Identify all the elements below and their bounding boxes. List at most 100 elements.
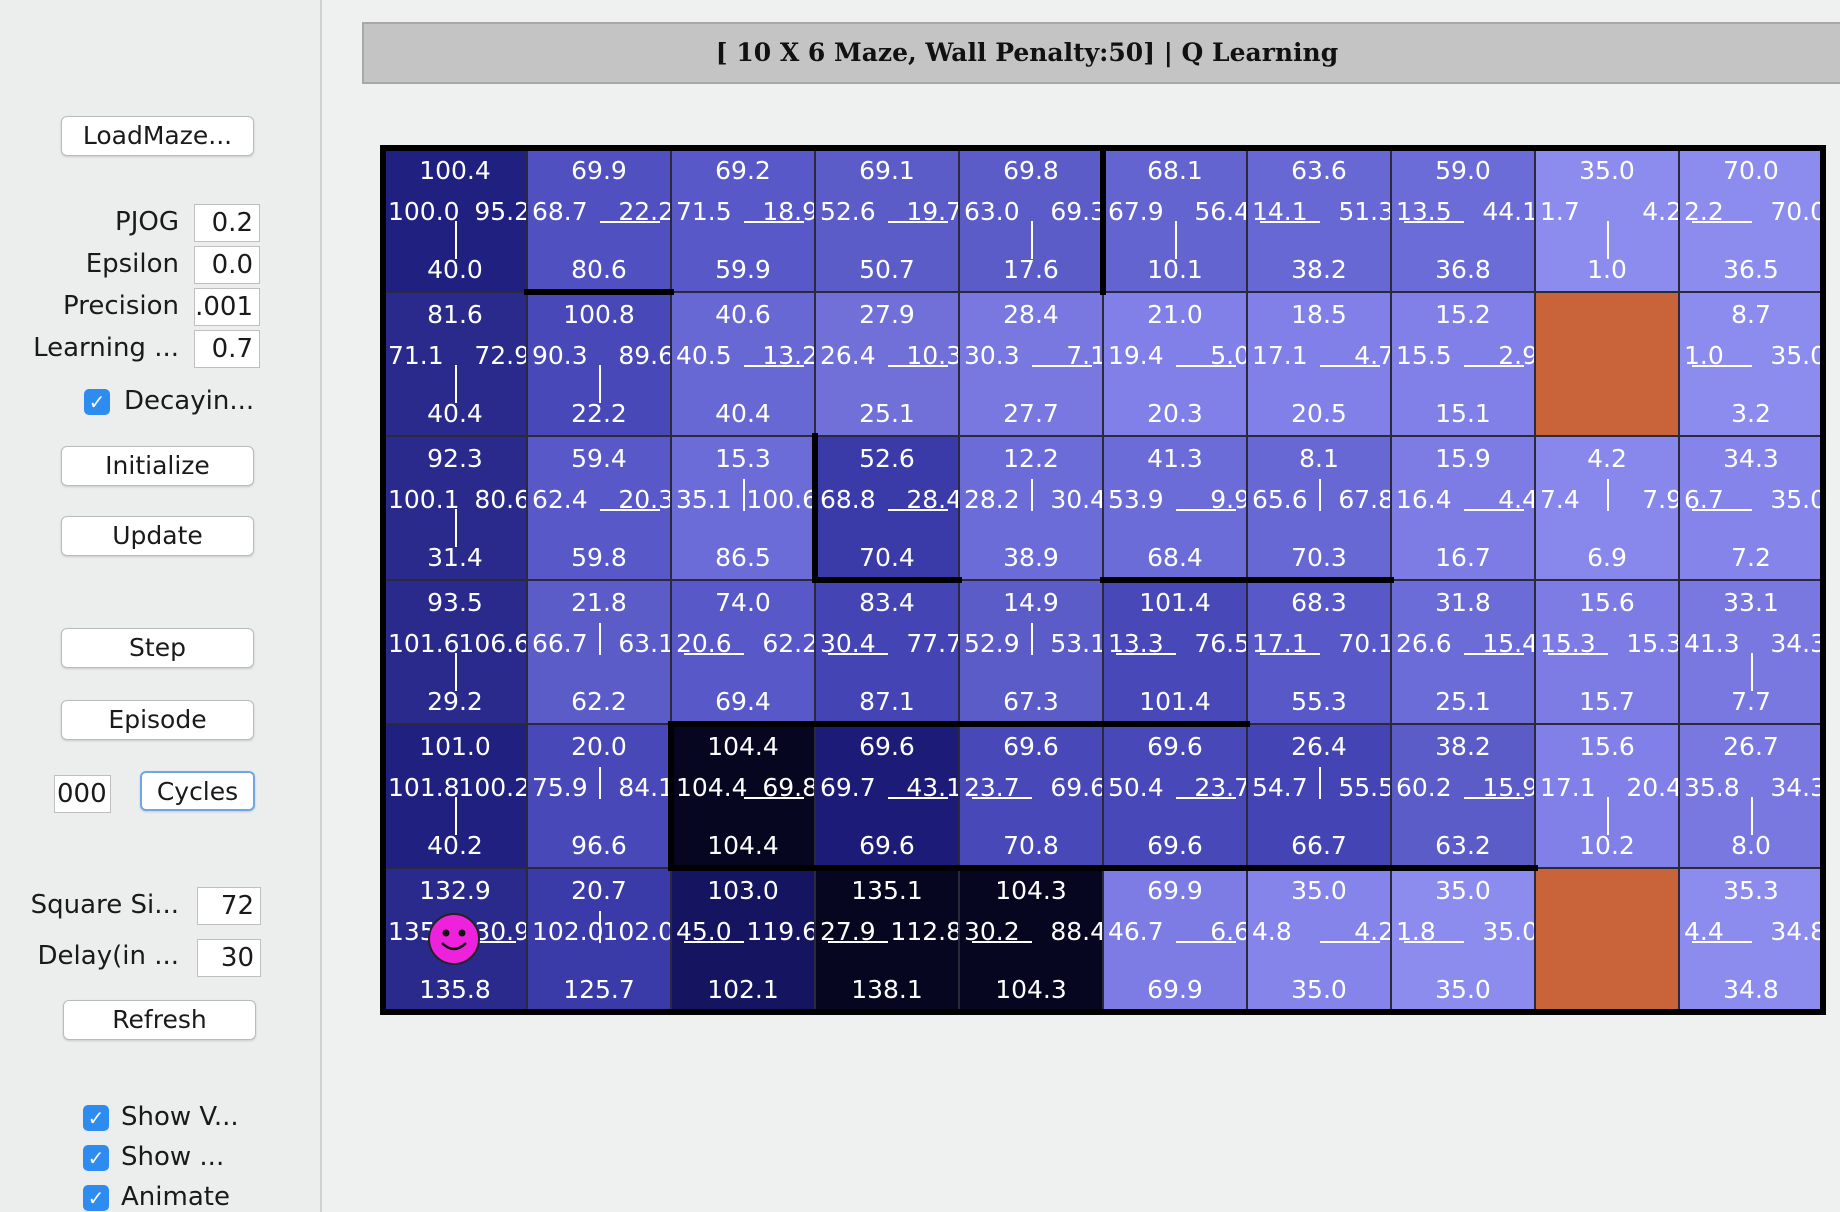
q-value-up: 26.7 [1723, 732, 1779, 761]
maze-cell[interactable]: 70.0 36.5 2.2 70.0 [1679, 148, 1823, 292]
maze-cell[interactable]: 15.3 86.5 35.1 100.6 [671, 436, 815, 580]
q-value-left: 13.5 [1396, 197, 1452, 226]
maze-cell[interactable]: 31.8 25.1 26.6 15.4 [1391, 580, 1535, 724]
maze-cell[interactable]: 69.8 17.6 63.0 69.3 [959, 148, 1103, 292]
maze-cell[interactable]: 41.3 68.4 53.9 9.9 [1103, 436, 1247, 580]
maze-cell[interactable]: 20.0 96.6 75.9 84.1 [527, 724, 671, 868]
q-value-down: 67.3 [1003, 687, 1059, 716]
maze-cell[interactable]: 68.1 10.1 67.9 56.4 [1103, 148, 1247, 292]
maze-cell[interactable]: 69.6 69.6 69.7 43.1 [815, 724, 959, 868]
maze-cell[interactable]: 52.6 70.4 68.8 28.4 [815, 436, 959, 580]
maze-cell[interactable]: 18.5 20.5 17.1 4.7 [1247, 292, 1391, 436]
maze-cell[interactable]: 69.9 80.6 68.7 22.2 [527, 148, 671, 292]
maze-cell[interactable]: 26.7 8.0 35.8 34.3 [1679, 724, 1823, 868]
cycles-count-field[interactable]: 000 [54, 775, 111, 813]
decaying-checkbox[interactable]: ✓ [84, 389, 110, 415]
maze-cell[interactable]: 100.4 40.0 100.0 95.2 [383, 148, 527, 292]
q-value-right: 35.0 [1770, 485, 1823, 514]
refresh-button[interactable]: Refresh [63, 1000, 256, 1040]
delay-field[interactable]: 30 [197, 939, 261, 977]
maze-wall [1100, 577, 1394, 583]
maze-cell[interactable]: 34.3 7.2 6.7 35.0 [1679, 436, 1823, 580]
maze-cell[interactable]: 83.4 87.1 30.4 77.7 [815, 580, 959, 724]
q-value-left: 54.7 [1252, 773, 1308, 802]
maze-cell[interactable]: 8.7 3.2 1.0 35.0 [1679, 292, 1823, 436]
maze-cell[interactable]: 59.4 59.8 62.4 20.3 [527, 436, 671, 580]
show-values-checkbox[interactable]: ✓ [83, 1105, 109, 1131]
q-value-right: 15.4 [1482, 629, 1535, 658]
q-value-right: 4.4 [1498, 485, 1535, 514]
q-value-down: 35.0 [1291, 975, 1347, 1004]
episode-button[interactable]: Episode [61, 700, 254, 740]
q-value-left: 46.7 [1108, 917, 1164, 946]
maze-cell[interactable]: 40.6 40.4 40.5 13.2 [671, 292, 815, 436]
update-button[interactable]: Update [61, 516, 254, 556]
maze-cell[interactable]: 15.6 15.7 15.3 15.3 [1535, 580, 1679, 724]
square-size-label: Square Si... [30, 890, 179, 920]
q-value-up: 8.1 [1299, 444, 1339, 473]
load-maze-button[interactable]: LoadMaze... [61, 116, 254, 156]
maze-cell[interactable]: 69.1 50.7 52.6 19.7 [815, 148, 959, 292]
maze-cell[interactable]: 101.0 40.2 101.8 100.2 [383, 724, 527, 868]
maze-cell[interactable]: 38.2 63.2 60.2 15.9 [1391, 724, 1535, 868]
maze-cell[interactable]: 59.0 36.8 13.5 44.1 [1391, 148, 1535, 292]
maze-cell[interactable]: 104.4 104.4 104.4 69.8 [671, 724, 815, 868]
q-value-down: 125.7 [563, 975, 635, 1004]
maze-cell[interactable]: 35.3 34.8 4.4 34.8 [1679, 868, 1823, 1012]
maze-cell[interactable]: 81.6 40.4 71.1 72.9 [383, 292, 527, 436]
maze-cell[interactable]: 101.4 101.4 13.3 76.5 [1103, 580, 1247, 724]
maze-cell[interactable]: 100.8 22.2 90.3 89.6 [527, 292, 671, 436]
q-value-up: 104.4 [707, 732, 779, 761]
maze-cell[interactable]: 4.2 6.9 7.4 7.9 [1535, 436, 1679, 580]
maze-cell[interactable]: 8.1 70.3 65.6 67.8 [1247, 436, 1391, 580]
learning-rate-field[interactable]: 0.7 [194, 330, 260, 368]
maze-cell[interactable]: 20.7 125.7 102.0 102.0 [527, 868, 671, 1012]
maze-cell[interactable]: 12.2 38.9 28.2 30.4 [959, 436, 1103, 580]
maze-cell[interactable]: 15.2 15.1 15.5 2.9 [1391, 292, 1535, 436]
maze-cell[interactable]: 35.0 35.0 1.8 35.0 [1391, 868, 1535, 1012]
precision-field[interactable]: .001 [194, 288, 260, 326]
maze-cell[interactable]: 69.9 69.9 46.7 6.6 [1103, 868, 1247, 1012]
q-value-down: 10.2 [1579, 831, 1635, 860]
q-value-left: 41.3 [1684, 629, 1740, 658]
q-value-left: 30.3 [964, 341, 1020, 370]
show-policy-checkbox[interactable]: ✓ [83, 1145, 109, 1171]
maze-cell[interactable]: 14.9 67.3 52.9 53.1 [959, 580, 1103, 724]
maze-cell[interactable]: 15.9 16.7 16.4 4.4 [1391, 436, 1535, 580]
q-value-left: 17.1 [1252, 341, 1308, 370]
maze-cell[interactable]: 69.6 70.8 23.7 69.6 [959, 724, 1103, 868]
square-size-field[interactable]: 72 [197, 887, 261, 925]
maze-grid[interactable]: 100.4 40.0 100.0 95.2 69.9 80.6 68.7 22.2 69.2 59… [380, 145, 1826, 1015]
maze-cell[interactable]: 26.4 66.7 54.7 55.5 [1247, 724, 1391, 868]
q-value-right: 7.9 [1642, 485, 1679, 514]
animate-checkbox[interactable]: ✓ [83, 1185, 109, 1211]
maze-cell[interactable]: 104.3 104.3 30.2 88.4 [959, 868, 1103, 1012]
maze-cell[interactable]: 69.2 59.9 71.5 18.9 [671, 148, 815, 292]
maze-cell[interactable]: 103.0 102.1 45.0 119.6 [671, 868, 815, 1012]
maze-cell[interactable]: 92.3 31.4 100.1 80.6 [383, 436, 527, 580]
pjog-field[interactable]: 0.2 [194, 204, 260, 242]
epsilon-field[interactable]: 0.0 [194, 246, 260, 284]
maze-cell[interactable]: 135.1 138.1 27.9 112.8 [815, 868, 959, 1012]
initialize-button[interactable]: Initialize [61, 446, 254, 486]
policy-line-left [1692, 221, 1752, 223]
maze-cell[interactable]: 35.0 1.0 1.7 4.2 [1535, 148, 1679, 292]
maze-cell[interactable]: 132.9 135.8 135 30.9 [383, 868, 527, 1012]
maze-cell[interactable]: 74.0 69.4 20.6 62.2 [671, 580, 815, 724]
q-value-left: 20.6 [676, 629, 732, 658]
goal-cell[interactable] [1535, 868, 1679, 1012]
maze-cell[interactable]: 33.1 7.7 41.3 34.3 [1679, 580, 1823, 724]
step-button[interactable]: Step [61, 628, 254, 668]
cycles-button[interactable]: Cycles [140, 771, 255, 811]
maze-cell[interactable]: 35.0 35.0 4.8 4.2 [1247, 868, 1391, 1012]
maze-cell[interactable]: 69.6 69.6 50.4 23.7 [1103, 724, 1247, 868]
maze-cell[interactable]: 68.3 55.3 17.1 70.1 [1247, 580, 1391, 724]
goal-cell[interactable] [1535, 292, 1679, 436]
maze-cell[interactable]: 21.8 62.2 66.7 63.1 [527, 580, 671, 724]
maze-cell[interactable]: 15.6 10.2 17.1 20.4 [1535, 724, 1679, 868]
maze-cell[interactable]: 27.9 25.1 26.4 10.3 [815, 292, 959, 436]
maze-cell[interactable]: 63.6 38.2 14.1 51.3 [1247, 148, 1391, 292]
maze-cell[interactable]: 21.0 20.3 19.4 5.0 [1103, 292, 1247, 436]
maze-cell[interactable]: 28.4 27.7 30.3 7.1 [959, 292, 1103, 436]
maze-cell[interactable]: 93.5 29.2 101.6 106.6 [383, 580, 527, 724]
